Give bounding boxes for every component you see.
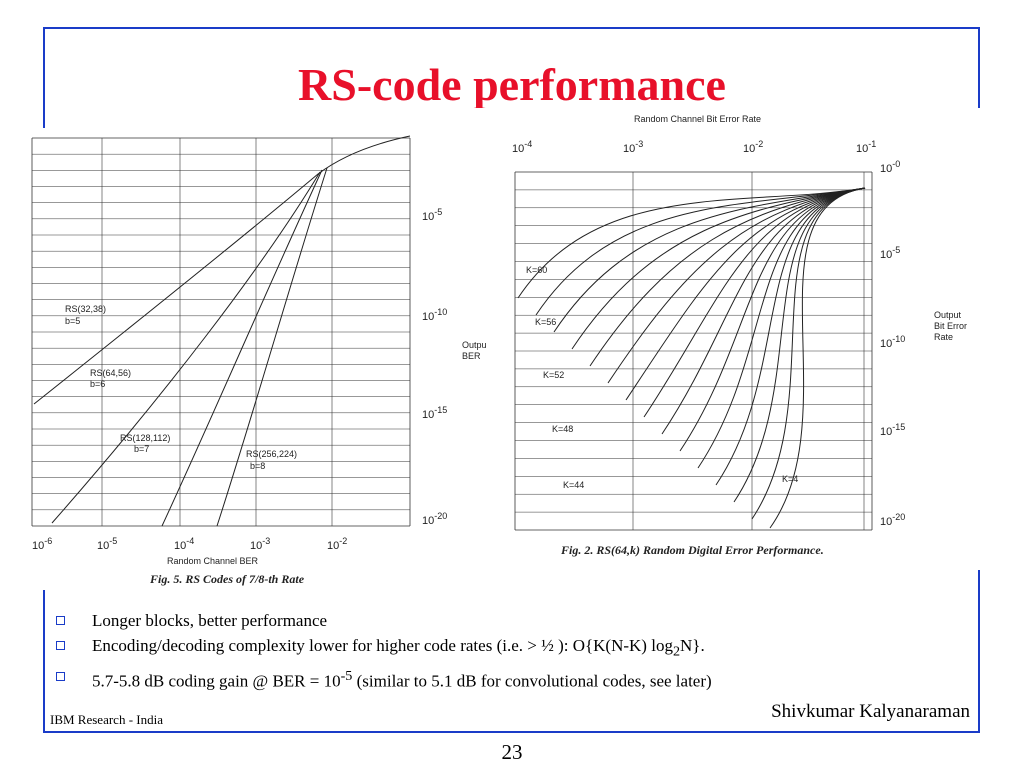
fig2-k-label: K=48 bbox=[552, 424, 573, 434]
fig2-k-label: K=56 bbox=[535, 317, 556, 327]
fig2-top-axis-label: Random Channel Bit Error Rate bbox=[634, 114, 761, 124]
fig2-curve bbox=[715, 187, 866, 486]
slide-title: RS-code performance bbox=[298, 59, 726, 110]
fig5-curve-label: RS(128,112) bbox=[120, 433, 170, 443]
fig5-curve-labels: RS(32,38) b=5 RS(64,56) b=6 RS(128,112) … bbox=[65, 304, 297, 471]
fig5-x-tick: 10-5 bbox=[97, 536, 117, 552]
fig5-x-tick: 10-3 bbox=[250, 536, 270, 552]
fig2-curve bbox=[661, 187, 866, 435]
fig5-curve bbox=[33, 135, 411, 405]
fig2-curve bbox=[769, 187, 866, 529]
footer-author: Shivkumar Kalyanaraman bbox=[771, 701, 970, 722]
fig2-left-axis-label: Outpu BER bbox=[462, 340, 487, 361]
fig2-x-tick: 10-3 bbox=[623, 139, 643, 155]
figure-2: Random Channel Bit Error Rate 10-4 10-3 … bbox=[460, 108, 980, 570]
fig5-curve-sub: b=7 bbox=[134, 444, 149, 454]
fig2-curves bbox=[517, 187, 866, 529]
fig2-curve bbox=[589, 187, 866, 367]
fig5-curve-label: RS(256,224) bbox=[246, 449, 297, 459]
bullet-item: Longer blocks, better performance bbox=[56, 608, 956, 633]
bullet-item: Encoding/decoding complexity lower for h… bbox=[56, 633, 956, 664]
fig2-k-labels: K=60 K=56 K=52 K=48 K=44 K=4 bbox=[526, 265, 798, 490]
fig2-curve bbox=[679, 187, 866, 452]
fig5-y-ticks: 10-5 10-10 10-15 10-20 bbox=[422, 207, 447, 527]
fig2-caption: Fig. 2. RS(64,k) Random Digital Error Pe… bbox=[560, 543, 824, 557]
fig2-curve bbox=[697, 187, 866, 469]
fig2-y-tick: 10-15 bbox=[880, 422, 905, 438]
bullet-list: Longer blocks, better performance Encodi… bbox=[56, 608, 956, 694]
fig2-k-label: K=44 bbox=[563, 480, 584, 490]
fig2-right-axis-label: Output Bit Error Rate bbox=[934, 310, 967, 342]
square-bullet-icon bbox=[56, 641, 65, 650]
fig5-curve bbox=[216, 167, 328, 527]
fig2-k-label: K=60 bbox=[526, 265, 547, 275]
fig2-x-ticks: 10-4 10-3 10-2 10-1 bbox=[512, 139, 876, 155]
fig5-x-tick: 10-2 bbox=[327, 536, 347, 552]
fig2-x-tick: 10-1 bbox=[856, 139, 876, 155]
figure-5: 10-6 10-5 10-4 10-3 10-2 Random Channel … bbox=[22, 128, 477, 590]
square-bullet-icon bbox=[56, 672, 65, 682]
fig2-curve bbox=[643, 187, 866, 418]
svg-text:Rate: Rate bbox=[934, 332, 953, 342]
fig5-x-tick: 10-4 bbox=[174, 536, 194, 552]
fig5-curve bbox=[51, 171, 321, 524]
fig2-curve bbox=[607, 187, 866, 384]
fig5-caption: Fig. 5. RS Codes of 7/8-th Rate bbox=[149, 572, 305, 586]
fig5-y-tick: 10-10 bbox=[422, 307, 447, 323]
fig2-y-tick: 10-20 bbox=[880, 512, 905, 528]
fig5-curve bbox=[161, 169, 323, 527]
footer-org: IBM Research - India bbox=[50, 712, 163, 727]
fig5-x-ticks: 10-6 10-5 10-4 10-3 10-2 bbox=[32, 536, 347, 552]
figure-5-chart: 10-6 10-5 10-4 10-3 10-2 Random Channel … bbox=[31, 135, 447, 586]
fig5-curve-label: RS(32,38) bbox=[65, 304, 106, 314]
fig2-curve bbox=[571, 187, 866, 350]
fig2-k-label: K=4 bbox=[782, 474, 798, 484]
fig2-x-tick: 10-4 bbox=[512, 139, 532, 155]
fig2-grid bbox=[514, 171, 873, 531]
svg-text:BER: BER bbox=[462, 351, 481, 361]
fig5-grid bbox=[31, 137, 411, 527]
page-number: 23 bbox=[501, 740, 523, 764]
fig5-x-axis-label: Random Channel BER bbox=[167, 556, 259, 566]
fig2-y-tick: 10-0 bbox=[880, 159, 900, 175]
fig5-y-tick: 10-5 bbox=[422, 207, 442, 223]
fig2-curve bbox=[553, 187, 866, 333]
fig2-y-tick: 10-10 bbox=[880, 334, 905, 350]
fig2-y-ticks: 10-0 10-5 10-10 10-15 10-20 bbox=[880, 159, 905, 528]
fig2-curve bbox=[625, 187, 866, 401]
fig2-y-tick: 10-5 bbox=[880, 245, 900, 261]
fig2-curve bbox=[517, 187, 866, 299]
fig2-curve bbox=[535, 187, 866, 316]
figure-2-chart: Random Channel Bit Error Rate 10-4 10-3 … bbox=[462, 114, 967, 557]
fig2-curve bbox=[733, 187, 866, 503]
svg-text:Output: Output bbox=[934, 310, 962, 320]
fig5-curves bbox=[33, 135, 411, 527]
bullet-item: 5.7-5.8 dB coding gain @ BER = 10-5 (sim… bbox=[56, 664, 956, 694]
fig5-curve-sub: b=8 bbox=[250, 461, 265, 471]
fig2-x-tick: 10-2 bbox=[743, 139, 763, 155]
fig5-y-tick: 10-20 bbox=[422, 511, 447, 527]
svg-text:Outpu: Outpu bbox=[462, 340, 487, 350]
square-bullet-icon bbox=[56, 616, 65, 625]
fig5-curve-sub: b=6 bbox=[90, 379, 105, 389]
fig2-k-label: K=52 bbox=[543, 370, 564, 380]
fig5-curve-label: RS(64,56) bbox=[90, 368, 131, 378]
fig2-curve bbox=[751, 187, 866, 520]
fig5-x-tick: 10-6 bbox=[32, 536, 52, 552]
svg-text:Bit Error: Bit Error bbox=[934, 321, 967, 331]
fig5-y-tick: 10-15 bbox=[422, 405, 447, 421]
fig5-curve-sub: b=5 bbox=[65, 316, 80, 326]
